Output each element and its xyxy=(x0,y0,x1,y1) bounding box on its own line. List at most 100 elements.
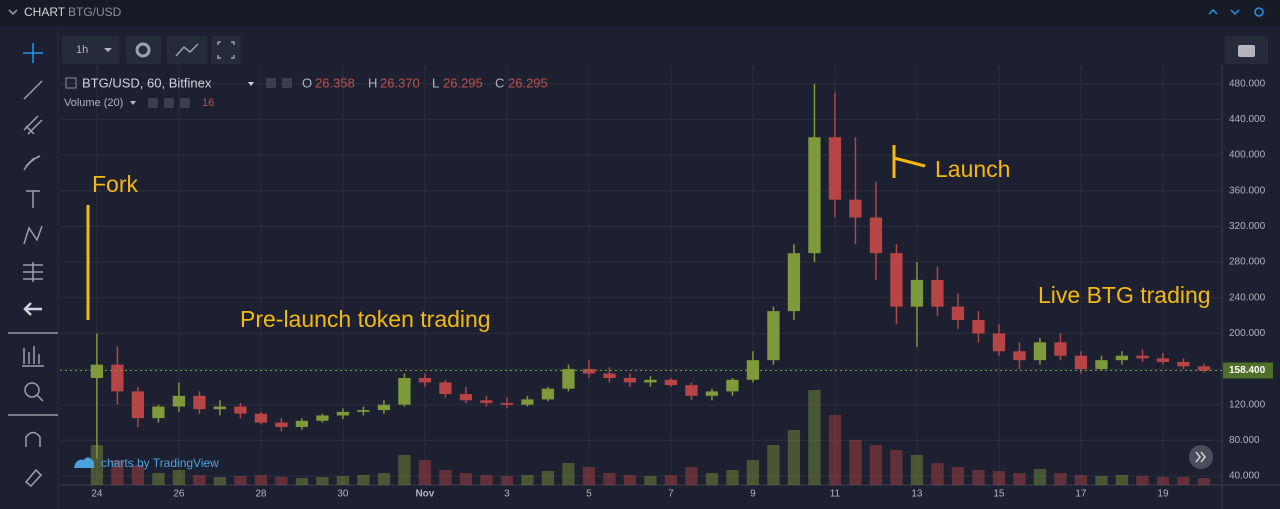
high-label: H xyxy=(368,75,377,90)
magnet-tool[interactable] xyxy=(25,431,41,448)
zoom-tool[interactable] xyxy=(24,382,40,398)
volume-bar xyxy=(705,473,719,485)
volume-bar xyxy=(480,475,493,485)
x-tick-label: 30 xyxy=(337,489,349,500)
header-symbol: BTG/USD xyxy=(68,5,122,19)
legend-symbol: BTG/USD, 60, Bitfinex xyxy=(82,75,212,90)
volume-bar xyxy=(992,471,1006,485)
candle-body xyxy=(254,413,268,423)
volume-bar xyxy=(1136,476,1149,485)
volume-bar xyxy=(377,473,391,485)
volume-button[interactable] xyxy=(148,98,158,108)
volume-bar xyxy=(90,445,104,485)
volume-bar xyxy=(562,463,575,485)
candle-body xyxy=(1115,355,1129,361)
fib-tool[interactable] xyxy=(23,115,43,135)
x-tick-label: 7 xyxy=(668,489,674,500)
camera-icon xyxy=(1238,45,1255,57)
refresh-icon[interactable] xyxy=(1254,7,1264,17)
volume-bar xyxy=(1033,469,1047,485)
volume-bar xyxy=(931,463,944,485)
candle-body xyxy=(644,379,657,383)
volume-bar xyxy=(828,415,842,485)
candle-body xyxy=(1197,366,1211,371)
volume-bar xyxy=(623,475,637,485)
y-tick-label: 280.000 xyxy=(1229,257,1266,268)
scroll-button[interactable] xyxy=(1189,445,1213,469)
volume-value: 16 xyxy=(202,97,214,109)
volume-bar xyxy=(767,445,780,485)
volume-bar xyxy=(951,467,965,485)
header-arrows[interactable] xyxy=(1208,8,1240,16)
volume-button[interactable] xyxy=(164,98,174,108)
plot xyxy=(60,65,1222,485)
candle-body xyxy=(193,395,206,410)
watermark[interactable]: charts by TradingView xyxy=(101,456,219,470)
volume-button[interactable] xyxy=(180,98,190,108)
crosshair-tool[interactable] xyxy=(23,43,43,63)
y-tick-label: 400.000 xyxy=(1229,150,1266,161)
fullscreen-button[interactable] xyxy=(211,36,241,64)
last-price-tag xyxy=(1223,362,1273,379)
line-tool[interactable] xyxy=(23,80,43,100)
open-value: 26.358 xyxy=(315,75,355,90)
measure-tool[interactable] xyxy=(22,346,44,367)
text-tool[interactable] xyxy=(26,190,40,208)
candle-body xyxy=(1177,361,1190,367)
candle-body xyxy=(726,379,739,392)
candle-body xyxy=(377,404,391,411)
volume-bar xyxy=(152,473,165,485)
x-tick-label: 11 xyxy=(830,489,841,500)
volume-bar xyxy=(336,476,350,485)
legend-button[interactable] xyxy=(282,78,292,88)
collapse-legend[interactable] xyxy=(65,77,77,89)
candle-body xyxy=(398,377,411,405)
pattern-tool[interactable] xyxy=(23,225,43,245)
legend-button[interactable] xyxy=(266,78,276,88)
volume-bar xyxy=(890,450,903,485)
interval-button[interactable] xyxy=(62,36,119,64)
left-toolbar xyxy=(0,26,58,509)
collapse-icon[interactable] xyxy=(8,9,18,16)
y-tick-label: 240.000 xyxy=(1229,292,1266,303)
x-tick-label: 24 xyxy=(91,489,103,500)
volume-bar xyxy=(972,470,985,485)
x-tick-label: 28 xyxy=(255,489,267,500)
volume-bar xyxy=(521,475,534,485)
volume-bar xyxy=(213,477,227,485)
high-value: 26.370 xyxy=(380,75,420,90)
fullscreen-icon xyxy=(217,41,235,59)
volume-bar xyxy=(295,478,309,485)
volume-bar xyxy=(869,445,883,485)
y-tick-label: 80.000 xyxy=(1229,435,1260,446)
volume-bar xyxy=(1177,477,1190,485)
candle-body xyxy=(992,333,1006,352)
volume-bar xyxy=(398,455,411,485)
volume-bar xyxy=(357,475,370,485)
y-tick-label: 200.000 xyxy=(1229,328,1266,339)
prediction-tool[interactable] xyxy=(23,262,43,282)
close-label: C xyxy=(495,75,504,90)
candle-body xyxy=(111,364,124,392)
volume-bar xyxy=(582,467,596,485)
candle-body xyxy=(234,406,247,414)
low-value: 26.295 xyxy=(443,75,483,90)
candle-body xyxy=(890,253,903,307)
y-tick-label: 120.000 xyxy=(1229,399,1266,410)
lock-tool[interactable] xyxy=(24,468,43,488)
back-tool[interactable] xyxy=(23,302,42,316)
volume-bar xyxy=(664,475,678,485)
volume-bar xyxy=(603,473,616,485)
candle-body xyxy=(1136,355,1149,359)
indicators-icon xyxy=(175,43,199,57)
volume-bar xyxy=(439,470,452,485)
x-tick-label: 15 xyxy=(993,489,1005,500)
x-tick-label: 13 xyxy=(911,489,923,500)
x-tick-label: 5 xyxy=(586,489,592,500)
interval-caret xyxy=(104,48,112,52)
settings-button[interactable] xyxy=(126,36,161,64)
brush-tool[interactable] xyxy=(23,155,41,171)
y-tick-label: 360.000 xyxy=(1229,185,1266,196)
